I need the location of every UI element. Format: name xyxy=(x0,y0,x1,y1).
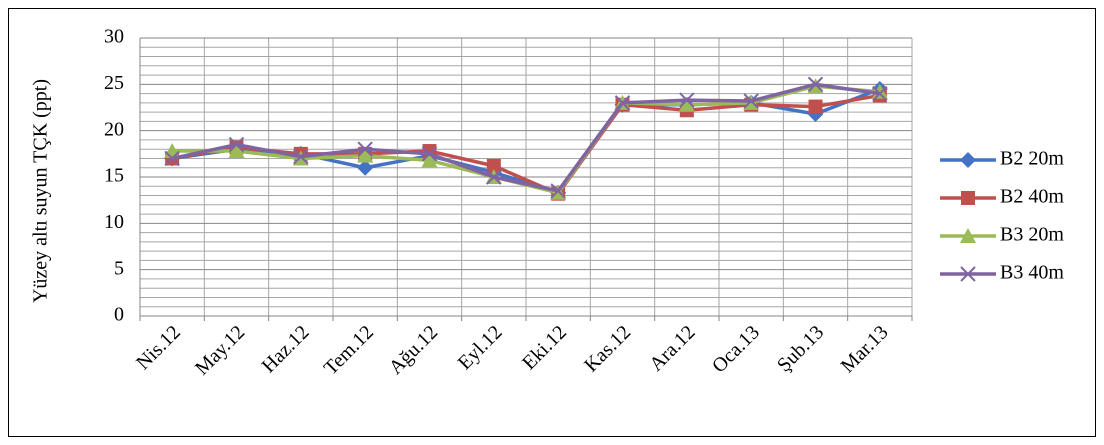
data-point xyxy=(293,148,309,165)
data-point xyxy=(486,158,501,173)
chart-border xyxy=(8,8,1096,437)
data-point xyxy=(421,152,438,168)
legend-label: B2 40m xyxy=(1000,186,1064,208)
data-point xyxy=(357,147,374,163)
legend-marker xyxy=(960,266,976,282)
data-point xyxy=(421,146,438,162)
data-point xyxy=(872,85,888,102)
series-line xyxy=(171,93,881,196)
data-point xyxy=(357,159,374,176)
legend-marker xyxy=(960,152,976,168)
data-point xyxy=(614,95,631,111)
y-tick-label: 20 xyxy=(104,118,124,140)
data-point xyxy=(678,96,695,112)
data-point xyxy=(357,141,373,157)
data-point xyxy=(679,92,695,108)
legend-label: B2 20m xyxy=(1000,148,1064,170)
y-tick-label: 5 xyxy=(114,257,124,279)
data-point xyxy=(743,93,759,109)
y-tick-label: 10 xyxy=(104,211,124,233)
data-point xyxy=(486,169,502,185)
legend-label: B3 20m xyxy=(1000,224,1064,246)
data-point xyxy=(871,83,888,99)
legend-marker xyxy=(961,191,975,205)
legend-label: B3 40m xyxy=(1000,262,1064,284)
y-tick-label: 15 xyxy=(104,165,124,187)
y-tick-label: 25 xyxy=(104,72,124,94)
data-point xyxy=(808,99,823,114)
y-tick-label: 0 xyxy=(114,304,124,326)
data-point xyxy=(807,76,824,93)
y-tick-label: 30 xyxy=(104,26,124,48)
data-point xyxy=(228,143,245,159)
data-point xyxy=(228,136,245,153)
y-axis-label: Yüzey altı suyun TÇK (ppt) xyxy=(30,79,52,303)
data-point xyxy=(550,183,566,199)
series-line xyxy=(171,82,881,193)
data-point xyxy=(164,150,180,167)
legend-marker xyxy=(960,228,976,243)
